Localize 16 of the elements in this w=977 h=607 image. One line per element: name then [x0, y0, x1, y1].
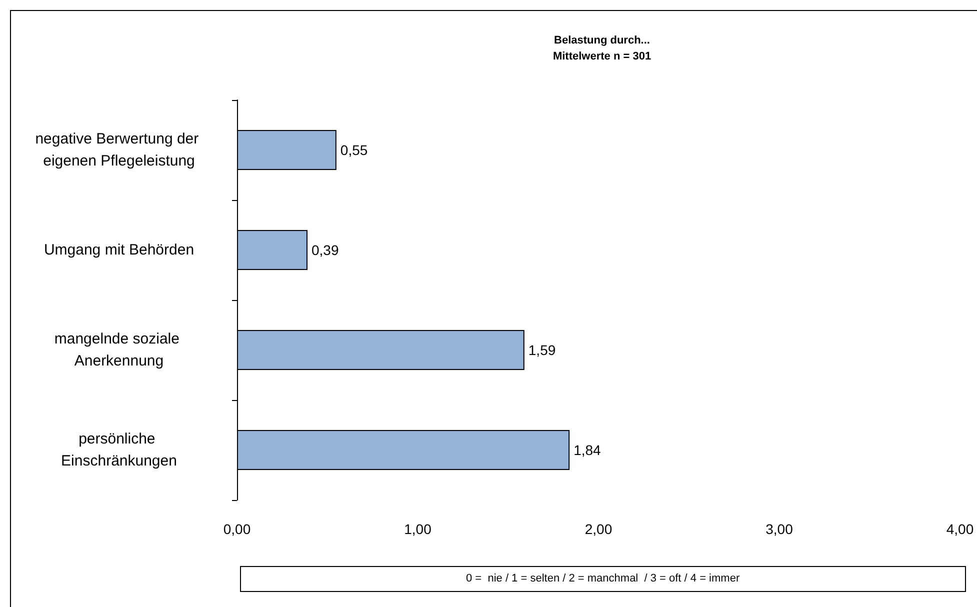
x-tick-label: 3,00 [766, 521, 794, 537]
data-label: 1,59 [528, 342, 556, 358]
data-label: 1,84 [574, 442, 602, 458]
data-label: 0,39 [311, 242, 339, 258]
x-tick-label: 1,00 [404, 521, 432, 537]
x-tick-label: 0,00 [223, 521, 251, 537]
y-tick-label: Umgang mit Behörden [44, 242, 194, 258]
chart-subtitle: Mittelwerte n = 301 [552, 50, 652, 62]
chart-title: Belastung durch... [554, 34, 650, 46]
text: 0 = nie / 1 = selten / 2 = manchmal / 3 = oft / 4 = immer [466, 572, 740, 584]
x-tick-label: 2,00 [584, 521, 612, 537]
y-tick-label: mangelnde soziale Anerkennung [54, 330, 184, 370]
y-tick-label: negative Berwertung der eigenen Pflegeleistung [35, 130, 203, 170]
data-label: 0,55 [340, 142, 368, 158]
y-tick-label: persönliche Einschränkungen [61, 430, 177, 470]
x-tick-label: 4,00 [946, 521, 974, 537]
